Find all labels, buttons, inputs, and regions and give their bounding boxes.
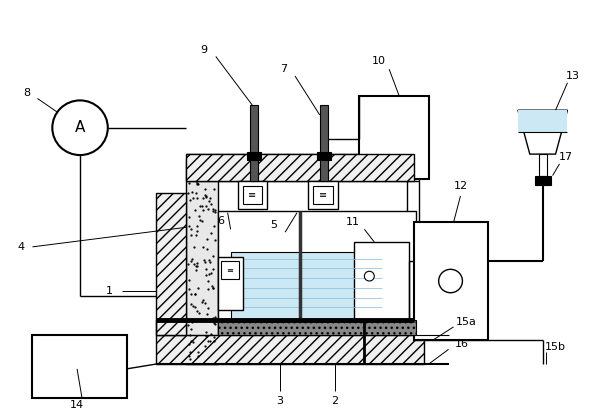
Text: 6: 6 — [217, 216, 224, 226]
Bar — [33, 335, 127, 398]
Text: 4: 4 — [17, 242, 24, 252]
Bar — [248, 152, 261, 160]
Bar — [238, 181, 267, 209]
Bar — [221, 261, 239, 279]
Text: ≡: ≡ — [319, 190, 327, 200]
Bar — [218, 211, 416, 338]
Text: 2: 2 — [331, 396, 338, 406]
Text: A: A — [75, 120, 85, 135]
Bar — [218, 256, 242, 310]
Circle shape — [438, 269, 463, 293]
Bar — [355, 242, 409, 320]
Bar — [156, 193, 186, 335]
Text: 7: 7 — [280, 64, 287, 74]
Bar — [251, 105, 258, 181]
Text: 15a: 15a — [456, 317, 477, 327]
Circle shape — [364, 271, 374, 281]
Text: 17: 17 — [558, 152, 573, 162]
Text: 3: 3 — [277, 396, 284, 406]
Text: ≡: ≡ — [248, 190, 257, 200]
Circle shape — [52, 100, 108, 155]
Text: 15b: 15b — [545, 342, 566, 352]
Text: 13: 13 — [565, 71, 579, 81]
Bar — [518, 110, 567, 132]
Text: 12: 12 — [453, 181, 467, 191]
Bar — [156, 335, 424, 364]
Text: 5: 5 — [270, 221, 277, 230]
Bar — [535, 176, 551, 185]
Bar — [320, 105, 328, 181]
Bar — [414, 223, 488, 339]
Text: 1: 1 — [106, 286, 113, 296]
Text: 14: 14 — [70, 400, 84, 410]
Text: 8: 8 — [23, 88, 30, 97]
Text: 11: 11 — [346, 218, 359, 228]
Text: 9: 9 — [200, 45, 207, 55]
Bar — [230, 252, 384, 320]
Text: 16: 16 — [454, 339, 469, 349]
Polygon shape — [518, 110, 567, 154]
Bar — [242, 186, 263, 204]
Bar — [313, 186, 333, 204]
Bar — [218, 320, 416, 335]
Text: 10: 10 — [372, 56, 386, 66]
Bar — [186, 159, 218, 364]
Bar — [359, 95, 429, 178]
Bar — [308, 181, 337, 209]
Bar — [407, 154, 419, 335]
Bar — [539, 154, 546, 176]
Text: ≡: ≡ — [226, 266, 233, 275]
Bar — [317, 152, 331, 160]
Bar — [186, 154, 414, 181]
